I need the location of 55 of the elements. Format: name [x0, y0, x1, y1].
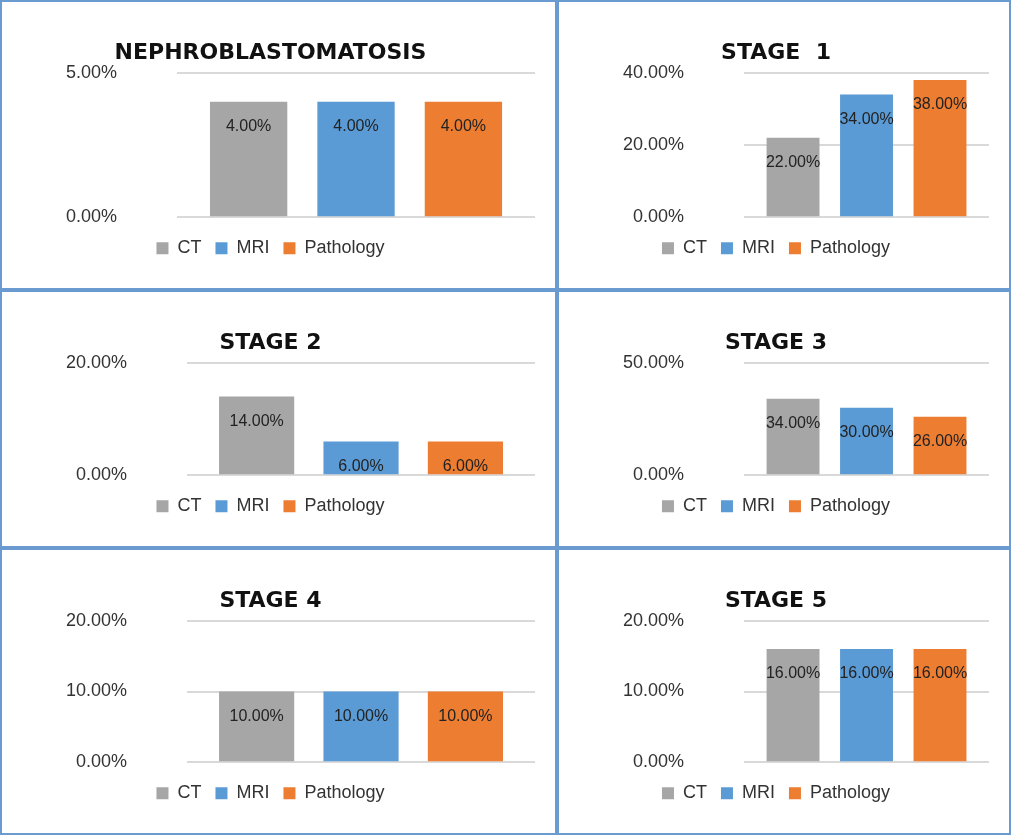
data-label: 6.00%	[442, 456, 489, 474]
legend-label: Pathology	[809, 237, 891, 258]
data-label: 4.00%	[440, 117, 487, 135]
chart-title: STAGE 4	[219, 587, 322, 613]
bar	[913, 80, 967, 217]
data-label: 10.00%	[229, 706, 284, 724]
y-tick-label: 50.00%	[622, 351, 685, 372]
chart-title: STAGE 1	[721, 39, 831, 65]
legend-label: CT	[177, 495, 202, 516]
legend-label: MRI	[741, 495, 775, 516]
chart-title: STAGE 3	[724, 329, 828, 355]
data-label: 6.00%	[338, 456, 384, 474]
data-label: 4.00%	[333, 117, 379, 135]
y-tick-label: 10.00%	[65, 680, 128, 701]
legend-label: MRI	[236, 495, 270, 516]
data-label: 34.00%	[765, 414, 821, 432]
legend-label: CT	[177, 782, 202, 803]
data-label: 30.00%	[839, 423, 894, 441]
legend-label: CT	[682, 495, 707, 516]
y-tick-label: 0.00%	[76, 464, 128, 485]
bar	[840, 94, 893, 217]
data-label: 16.00%	[912, 664, 968, 682]
y-tick-label: 20.00%	[65, 609, 128, 630]
legend-label: MRI	[236, 782, 270, 803]
y-tick-label: 20.00%	[622, 609, 685, 630]
data-label: 34.00%	[839, 109, 894, 127]
legend-label: CT	[177, 237, 202, 258]
chart-title: STAGE 2	[219, 329, 322, 355]
y-tick-label: 0.00%	[76, 751, 128, 772]
y-tick-label: 0.00%	[65, 206, 118, 227]
legend-label: CT	[682, 782, 707, 803]
chart-title: STAGE 5	[724, 587, 828, 613]
data-label: 14.00%	[229, 411, 284, 429]
y-tick-label: 20.00%	[622, 133, 685, 154]
data-label: 22.00%	[765, 153, 821, 171]
y-tick-label: 10.00%	[622, 680, 685, 701]
y-tick-label: 0.00%	[633, 206, 685, 227]
y-tick-label: 20.00%	[65, 351, 128, 372]
legend-label: Pathology	[809, 782, 891, 803]
legend-label: Pathology	[304, 237, 385, 258]
legend-label: MRI	[741, 237, 775, 258]
data-label: 16.00%	[839, 664, 894, 682]
data-label: 10.00%	[333, 706, 389, 724]
legend-label: Pathology	[304, 495, 385, 516]
legend-label: MRI	[236, 237, 270, 258]
data-label: 10.00%	[438, 706, 493, 724]
y-tick-label: 40.00%	[622, 61, 685, 82]
data-label: 4.00%	[225, 117, 272, 135]
data-label: 16.00%	[765, 664, 821, 682]
legend-label: CT	[682, 237, 707, 258]
legend-label: MRI	[741, 782, 775, 803]
y-tick-label: 0.00%	[633, 751, 685, 772]
legend-label: Pathology	[809, 495, 891, 516]
y-tick-label: 0.00%	[633, 464, 685, 485]
legend-label: Pathology	[304, 782, 385, 803]
